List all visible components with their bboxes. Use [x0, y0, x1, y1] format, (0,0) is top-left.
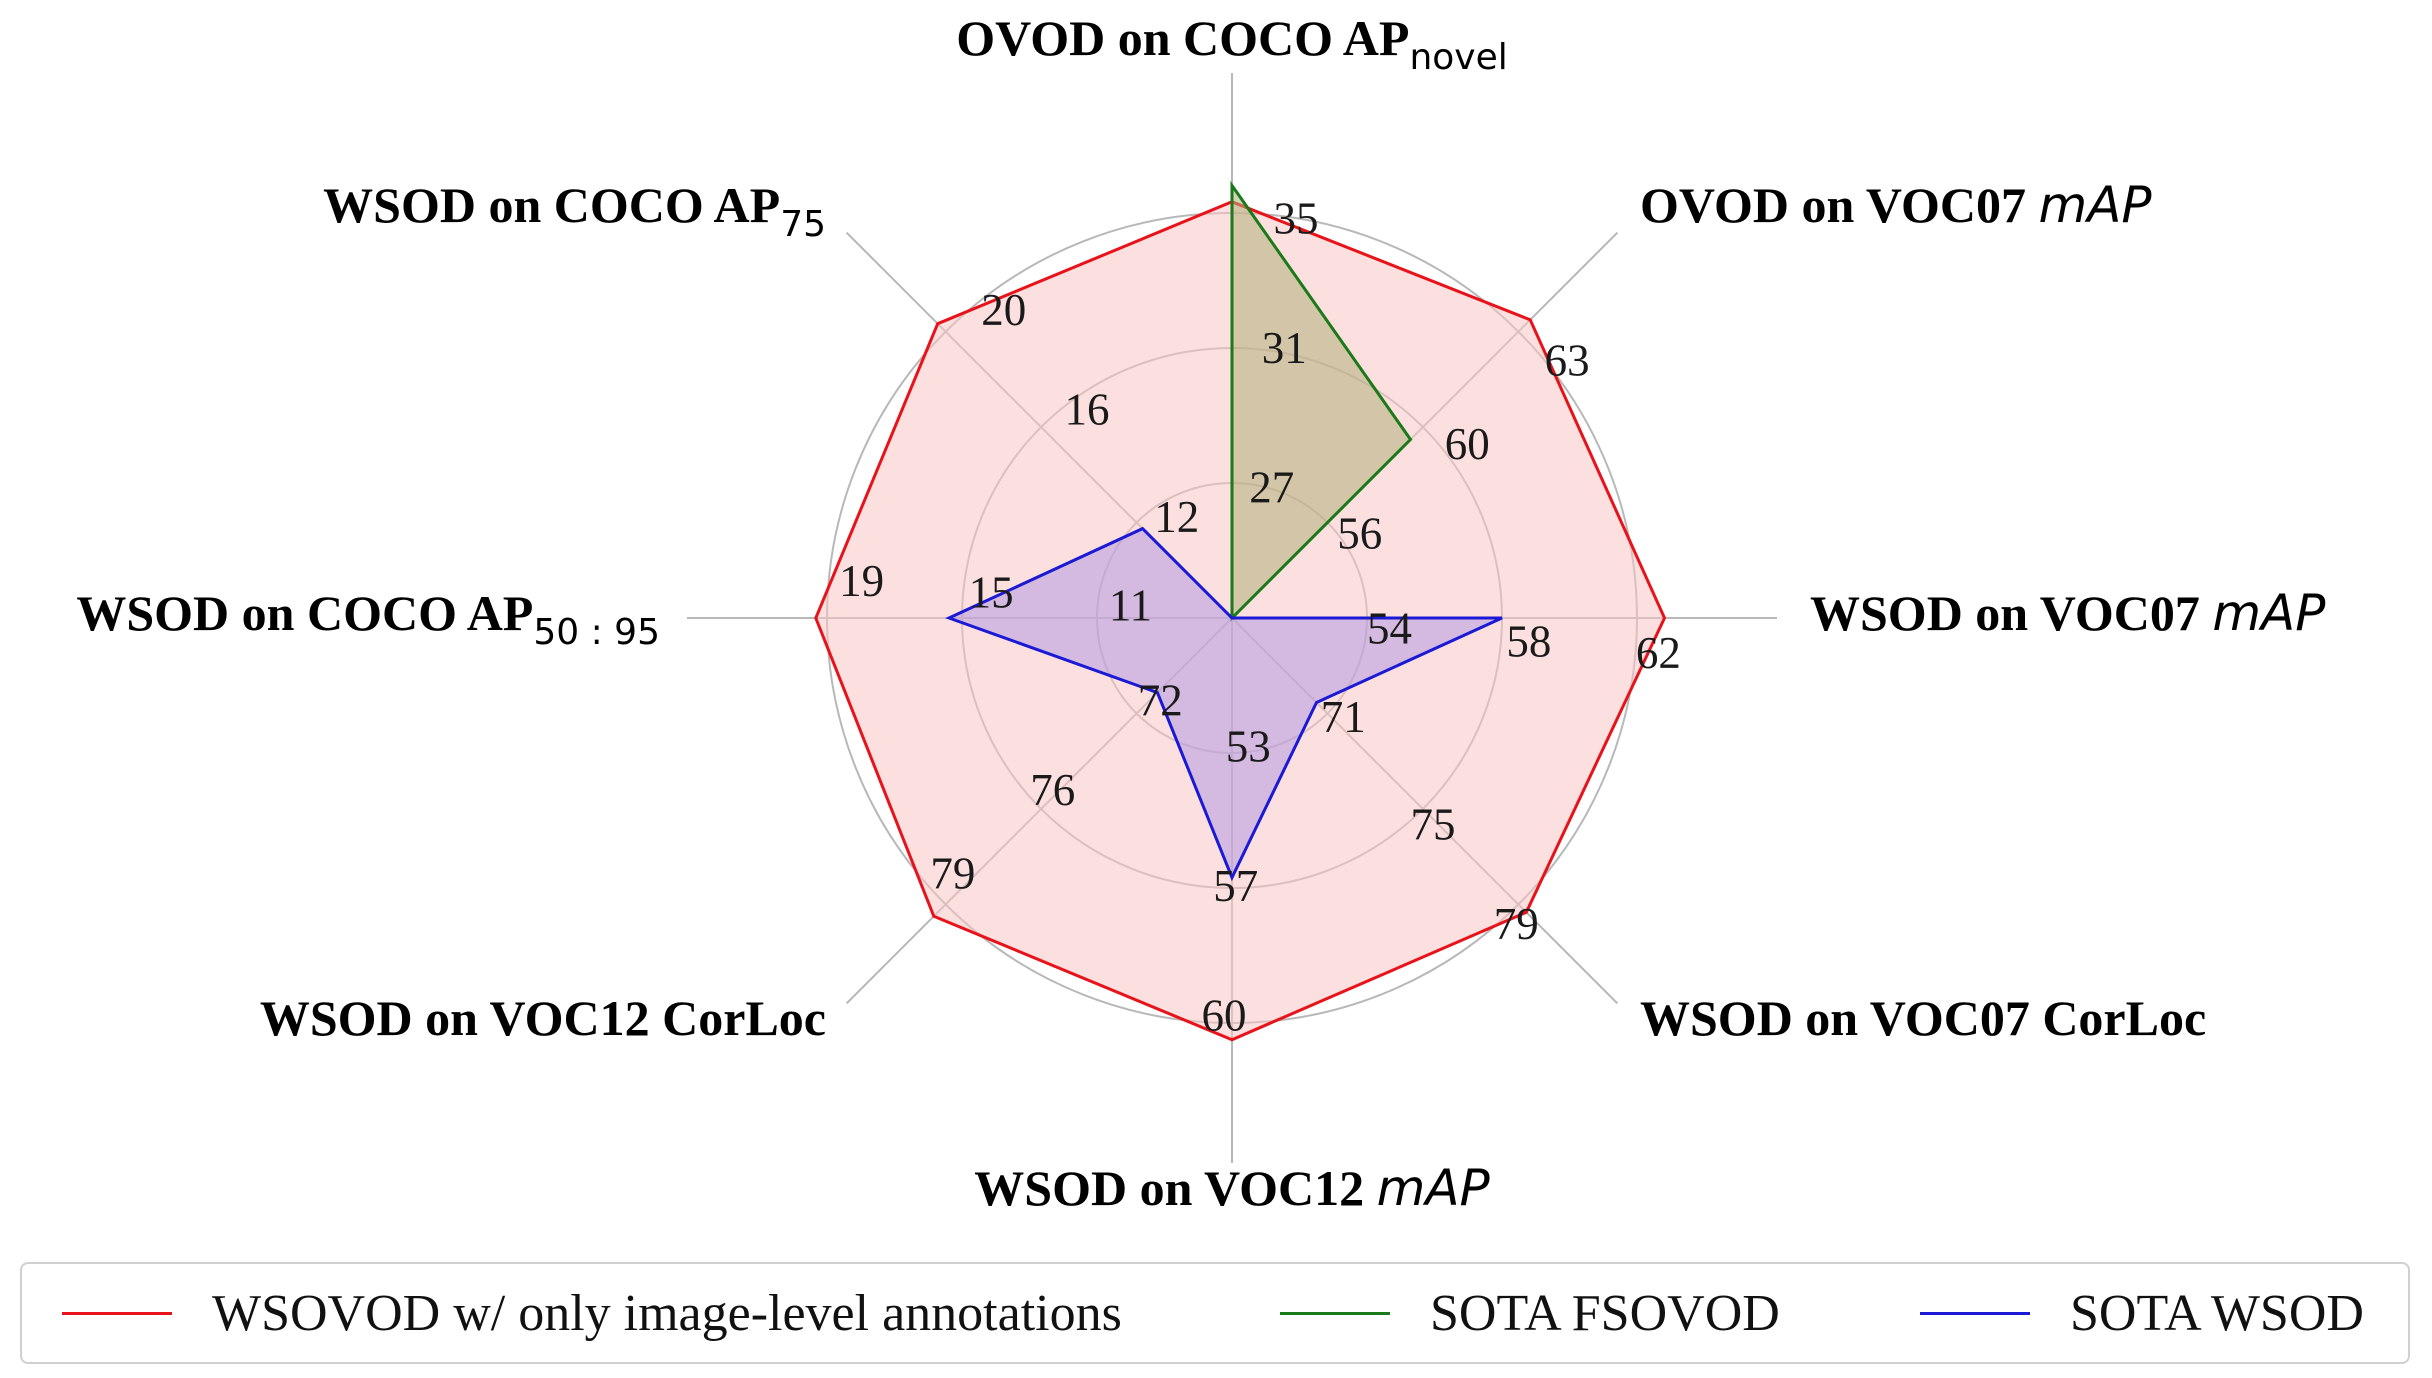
legend-swatch-wsovod — [62, 1311, 172, 1315]
axis-title-5: WSOD on VOC12 mAP — [974, 1159, 1490, 1217]
tick-label-5-3: 60 — [1202, 990, 1247, 1040]
axis-title-2: OVOD on VOC07 mAP — [1640, 176, 2152, 234]
tick-label-7-3: 19 — [839, 556, 884, 606]
tick-label-1-1: 27 — [1249, 463, 1294, 513]
tick-label-1-3: 35 — [1274, 194, 1319, 244]
axis-title-6: WSOD on VOC12 CorLoc — [260, 990, 826, 1046]
tick-label-4-2: 75 — [1411, 799, 1456, 849]
legend-item-wsovod: WSOVOD w/ only image-level annotations — [62, 1264, 1122, 1362]
legend-label-fsovod: SOTA FSOVOD — [1430, 1284, 1780, 1342]
tick-label-2-3: 63 — [1545, 336, 1590, 386]
radar-labels: 27 31 35 56 60 63 54 58 62 71 75 79 53 57 60 72 76 79 11 15… — [76, 10, 2326, 1217]
tick-label-3-3: 62 — [1636, 628, 1681, 678]
tick-label-2-2: 60 — [1445, 419, 1490, 469]
axis-title-7: WSOD on COCO AP50 : 95 — [76, 585, 660, 653]
tick-label-8-2: 16 — [1065, 385, 1110, 435]
axis-title-8: WSOD on COCO AP75 — [323, 177, 826, 245]
tick-label-4-1: 71 — [1321, 692, 1366, 742]
tick-label-4-3: 79 — [1494, 899, 1539, 949]
chart-legend: WSOVOD w/ only image-level annotations S… — [20, 1262, 2410, 1364]
legend-label-wsovod: WSOVOD w/ only image-level annotations — [212, 1284, 1122, 1342]
tick-label-6-1: 72 — [1138, 675, 1183, 725]
series-line-2 — [1230, 180, 1413, 622]
series-area-2 — [1232, 185, 1411, 618]
tick-label-6-2: 76 — [1030, 765, 1075, 815]
axis-title-4: WSOD on VOC07 CorLoc — [1640, 990, 2206, 1046]
tick-label-7-2: 15 — [969, 568, 1014, 618]
tick-label-1-2: 31 — [1262, 323, 1307, 373]
legend-item-wsod: SOTA WSOD — [1920, 1264, 2364, 1362]
tick-label-7-1: 11 — [1109, 580, 1152, 630]
tick-label-5-2: 57 — [1213, 861, 1258, 911]
legend-item-fsovod: SOTA FSOVOD — [1280, 1264, 1780, 1362]
tick-label-3-2: 58 — [1506, 616, 1551, 666]
legend-swatch-fsovod — [1280, 1311, 1390, 1315]
axis-title-1: OVOD on COCO APnovel — [956, 10, 1508, 78]
tick-label-8-1: 12 — [1154, 492, 1199, 542]
series-area-3 — [949, 528, 1502, 878]
legend-label-wsod: SOTA WSOD — [2070, 1284, 2364, 1342]
tick-label-3-1: 54 — [1367, 604, 1412, 654]
tick-label-8-3: 20 — [981, 285, 1026, 335]
tick-label-6-3: 79 — [930, 848, 975, 898]
tick-label-5-1: 53 — [1226, 722, 1271, 772]
legend-swatch-wsod — [1920, 1311, 2030, 1315]
tick-label-2-1: 56 — [1337, 509, 1382, 559]
radar-series — [814, 180, 1667, 1042]
series-line-3 — [945, 526, 1503, 882]
axis-title-3: WSOD on VOC07 mAP — [1810, 584, 2326, 642]
